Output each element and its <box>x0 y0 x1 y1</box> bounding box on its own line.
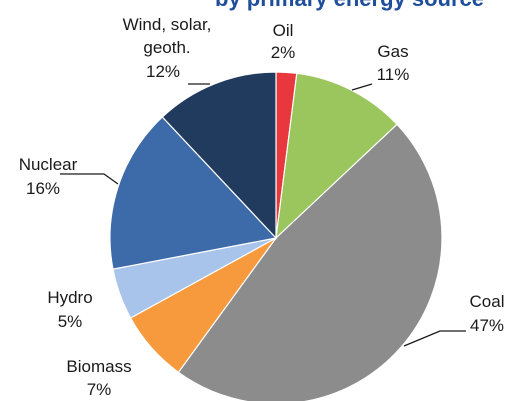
label-biomass-value: 7% <box>87 380 112 399</box>
chart-title-fragment: by primary energy source <box>215 0 484 11</box>
leader-coal <box>403 330 466 347</box>
label-hydro-value: 5% <box>58 312 83 331</box>
pie-slice-nuclear <box>109 116 278 270</box>
pie-slice-wind-solar-geoth <box>161 71 277 240</box>
label-nuclear-name: Nuclear <box>19 155 78 174</box>
pie-slice-gas <box>275 72 398 240</box>
label-wind-name-line1: Wind, solar, <box>123 15 212 34</box>
label-oil-name: Oil <box>273 21 294 40</box>
leader-gas <box>351 83 373 91</box>
label-coal-value: 47% <box>470 316 504 335</box>
label-wind-value: 12% <box>146 62 180 81</box>
leader-nuclear <box>60 173 119 185</box>
label-hydro-name: Hydro <box>47 288 92 307</box>
label-gas-name: Gas <box>377 42 408 61</box>
pie-slices <box>109 71 443 401</box>
label-coal-name: Coal <box>470 292 505 311</box>
label-nuclear-value: 16% <box>26 179 60 198</box>
label-gas-value: 11% <box>377 65 410 84</box>
label-oil-value: 2% <box>271 43 296 62</box>
leader-lines <box>60 83 466 347</box>
pie-slice-coal <box>177 123 443 401</box>
label-biomass-name: Biomass <box>66 357 131 376</box>
label-wind-name-line2: geoth. <box>143 38 190 57</box>
